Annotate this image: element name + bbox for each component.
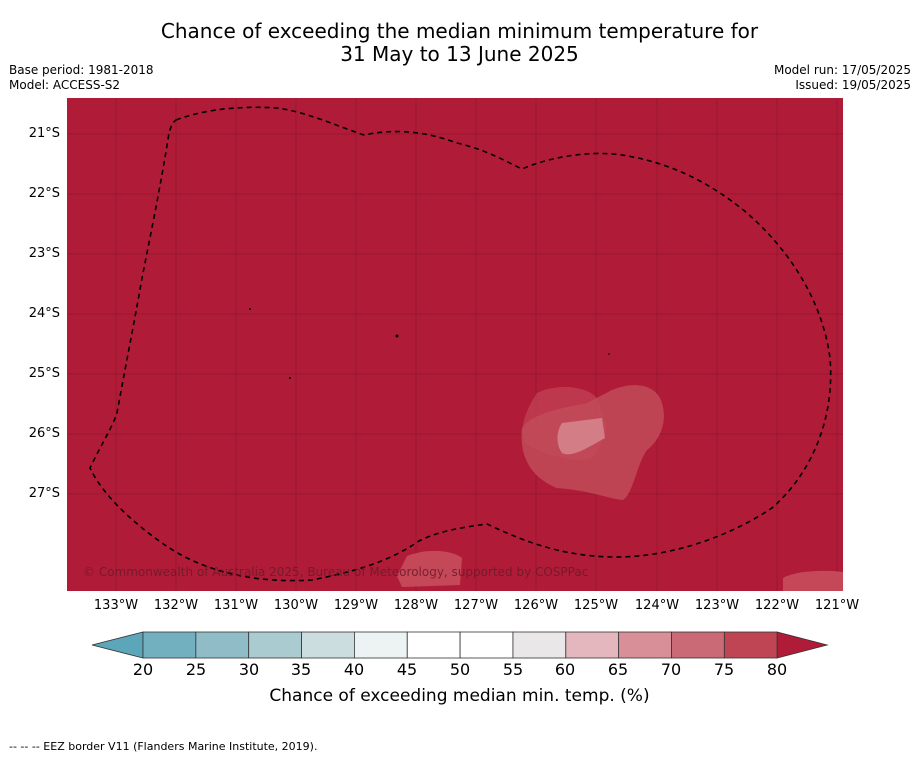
lon-label: 121°W (814, 598, 860, 613)
lon-label: 132°W (153, 598, 199, 613)
colorbar-segment (248, 631, 302, 659)
colorbar-tick: 55 (502, 660, 524, 679)
colorbar-tick: 20 (132, 660, 154, 679)
colorbar-segment (301, 631, 355, 659)
model-name: Model: ACCESS-S2 (9, 78, 121, 92)
lon-label: 123°W (694, 598, 740, 613)
lat-label: 24°S (28, 306, 60, 321)
copyright-notice: © Commonwealth of Australia 2025, Bureau… (83, 565, 589, 579)
title-line-2: 31 May to 13 June 2025 (340, 42, 579, 66)
graticule (67, 98, 843, 591)
probability-region-southeast (783, 570, 843, 591)
lat-label: 21°S (28, 126, 60, 141)
colorbar-tick: 35 (290, 660, 312, 679)
lat-label: 22°S (28, 186, 60, 201)
lon-label: 130°W (273, 598, 319, 613)
colorbar-segment (406, 631, 461, 659)
colorbar-segment (618, 631, 672, 659)
colorbar-segment (671, 631, 725, 659)
lat-label: 26°S (28, 426, 60, 441)
colorbar-tick: 80 (766, 660, 788, 679)
colorbar-tick: 45 (396, 660, 418, 679)
probability-region-southwest (397, 550, 462, 587)
map-canvas (67, 98, 843, 591)
map-background (67, 98, 843, 591)
colorbar-tick: 25 (185, 660, 207, 679)
island-marker (289, 377, 291, 379)
island-marker (395, 334, 399, 338)
island-marker (608, 353, 610, 355)
colorbar-tick: 60 (554, 660, 576, 679)
colorbar-segment (565, 631, 620, 659)
lon-label: 129°W (333, 598, 379, 613)
lon-label: 133°W (93, 598, 139, 613)
colorbar-tick: 70 (660, 660, 682, 679)
lon-label: 124°W (634, 598, 680, 613)
eez-footnote: -- -- -- EEZ border V11 (Flanders Marine… (9, 740, 318, 753)
lat-label: 27°S (28, 486, 60, 501)
lat-label: 25°S (28, 366, 60, 381)
colorbar-segment (723, 631, 778, 659)
lon-label: 126°W (513, 598, 559, 613)
colorbar-segment (142, 631, 197, 659)
colorbar-segment (353, 631, 408, 659)
colorbar-extend-high (776, 631, 829, 659)
colorbar-extend-low (91, 631, 144, 659)
colorbar-segment (512, 631, 567, 659)
eez-border (89, 106, 832, 582)
colorbar-tick: 40 (343, 660, 365, 679)
base-period: Base period: 1981-2018 (9, 63, 154, 77)
colorbar-tick: 30 (238, 660, 260, 679)
island-marker (249, 308, 251, 310)
issued-date: Issued: 19/05/2025 (795, 78, 911, 92)
probability-region-65 (557, 418, 605, 455)
colorbar-tick: 50 (449, 660, 471, 679)
lat-label: 23°S (28, 246, 60, 261)
colorbar-tick: 65 (607, 660, 629, 679)
lon-label: 131°W (213, 598, 259, 613)
map-panel: © Commonwealth of Australia 2025, Bureau… (67, 98, 843, 591)
title-line-1: Chance of exceeding the median minimum t… (160, 19, 759, 43)
colorbar-segment (195, 631, 250, 659)
colorbar-tick: 75 (713, 660, 735, 679)
lon-label: 125°W (573, 598, 619, 613)
lon-label: 122°W (754, 598, 800, 613)
colorbar-segment (459, 631, 514, 659)
lon-label: 127°W (453, 598, 499, 613)
model-run: Model run: 17/05/2025 (773, 63, 911, 77)
lon-label: 128°W (393, 598, 439, 613)
colorbar (91, 631, 829, 659)
colorbar-label: Chance of exceeding median min. temp. (%… (269, 686, 650, 706)
